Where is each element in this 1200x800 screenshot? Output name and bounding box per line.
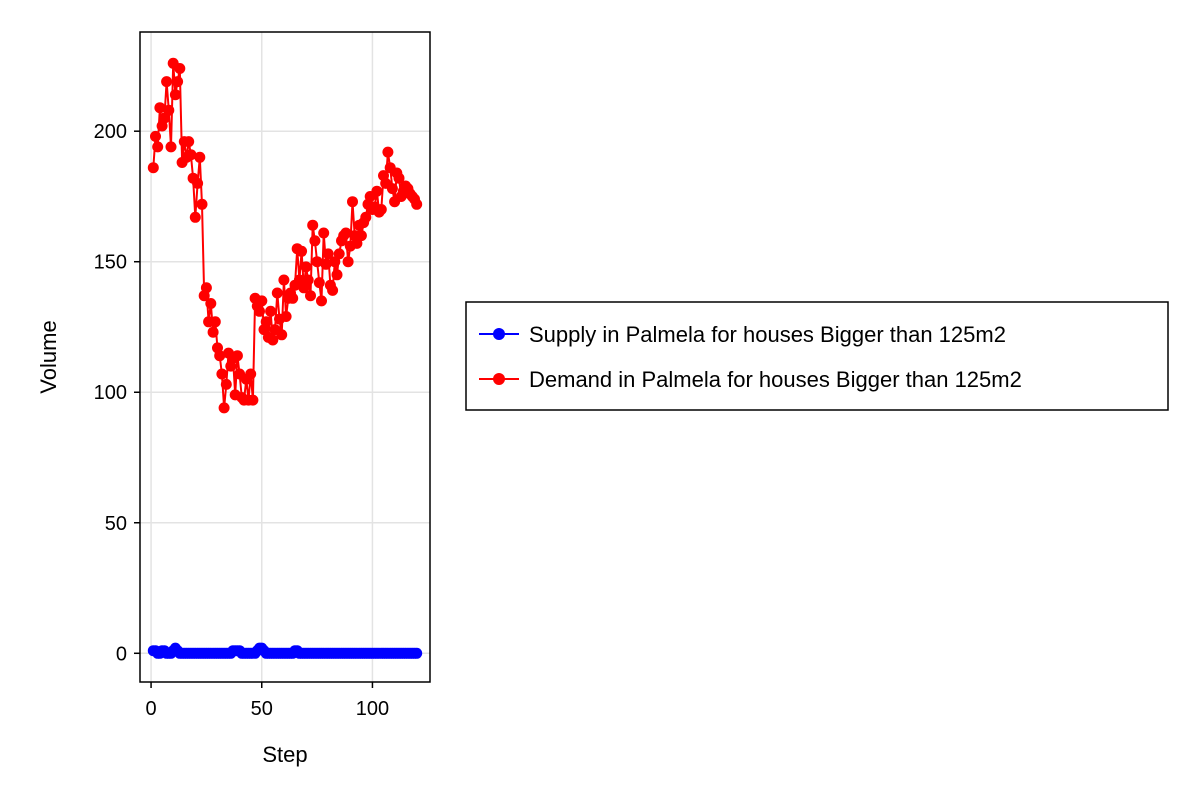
data-point-demand — [256, 295, 268, 307]
data-point-demand — [331, 269, 343, 281]
data-point-demand — [280, 311, 292, 322]
data-point-supply — [411, 647, 423, 659]
legend-entry-supply: Supply in Palmela for houses Bigger than… — [479, 322, 1006, 347]
data-point-demand — [305, 290, 316, 302]
y-tick-label: 50 — [105, 513, 127, 535]
data-point-demand — [209, 316, 221, 328]
data-point-demand — [174, 63, 186, 74]
data-point-demand — [172, 76, 184, 88]
data-point-demand — [169, 89, 181, 101]
legend-swatch-marker-supply — [493, 328, 505, 340]
data-point-demand — [278, 274, 290, 286]
data-point-demand — [287, 292, 299, 304]
data-point-demand — [194, 151, 206, 163]
series-line-demand — [152, 62, 418, 409]
data-point-demand — [183, 136, 195, 148]
data-point-demand — [382, 146, 394, 158]
data-point-demand — [276, 329, 288, 341]
data-point-demand — [296, 245, 308, 257]
data-point-demand — [327, 284, 339, 296]
data-point-demand — [196, 198, 208, 210]
data-point-demand — [192, 177, 204, 189]
data-point-demand — [340, 227, 352, 239]
data-point-demand — [342, 256, 354, 268]
data-point-demand — [311, 256, 323, 268]
legend: Supply in Palmela for houses Bigger than… — [465, 301, 1169, 411]
y-tick-label: 100 — [94, 382, 127, 404]
data-point-demand — [313, 277, 325, 289]
data-point-demand — [161, 76, 173, 88]
x-tick-label: 100 — [356, 698, 389, 720]
data-point-demand — [216, 368, 228, 380]
data-point-demand — [189, 211, 201, 223]
data-point-demand — [375, 204, 387, 215]
data-point-demand — [271, 287, 283, 299]
data-point-demand — [371, 185, 383, 197]
data-point-demand — [207, 326, 219, 338]
data-point-demand — [347, 196, 358, 208]
y-tick-label: 0 — [116, 643, 127, 665]
y-axis-title: Volume — [36, 320, 61, 393]
data-point-demand — [231, 350, 243, 362]
y-tick-label: 200 — [94, 121, 127, 143]
grid-lines — [140, 32, 430, 682]
y-tick-label: 150 — [94, 252, 127, 274]
legend-entry-demand: Demand in Palmela for houses Bigger than… — [479, 367, 1022, 392]
data-point-demand — [154, 102, 166, 114]
data-point-demand — [260, 316, 272, 328]
legend-frame — [465, 301, 1169, 411]
data-point-demand — [152, 141, 164, 153]
data-point-demand — [322, 248, 334, 260]
data-point-demand — [163, 104, 175, 116]
data-point-demand — [318, 227, 330, 239]
data-point-demand — [165, 141, 177, 153]
legend-label-supply: Supply in Palmela for houses Bigger than… — [529, 322, 1006, 347]
data-point-demand — [205, 298, 217, 309]
data-point-demand — [247, 394, 259, 406]
data-point-demand — [393, 172, 405, 184]
data-point-demand — [200, 282, 212, 294]
data-point-demand — [267, 334, 279, 346]
series-group — [147, 57, 423, 659]
data-point-demand — [316, 295, 327, 307]
data-point-demand — [265, 305, 277, 317]
x-tick-label: 0 — [146, 698, 157, 720]
data-point-demand — [411, 198, 423, 210]
data-point-demand — [307, 219, 319, 231]
data-point-demand — [150, 130, 161, 142]
data-point-demand — [300, 261, 312, 273]
data-point-demand — [185, 149, 197, 161]
data-point-demand — [386, 183, 398, 195]
data-point-demand — [218, 402, 230, 414]
x-axis-title: Step — [262, 742, 307, 767]
legend-swatch-marker-demand — [493, 373, 505, 385]
data-point-demand — [333, 248, 345, 260]
x-tick-label: 50 — [251, 698, 273, 720]
data-point-demand — [147, 162, 159, 174]
plot-frame — [139, 31, 431, 683]
data-point-demand — [302, 274, 314, 286]
data-point-demand — [320, 258, 332, 270]
data-point-demand — [245, 368, 257, 380]
axis-ticks: 0 50 100 0 50 100 150 200 — [94, 121, 390, 720]
data-point-demand — [355, 230, 367, 242]
data-point-demand — [360, 211, 372, 223]
legend-label-demand: Demand in Palmela for houses Bigger than… — [529, 367, 1022, 392]
data-point-demand — [309, 235, 321, 247]
data-point-demand — [254, 305, 265, 317]
data-point-demand — [214, 350, 226, 362]
data-point-demand — [220, 378, 232, 390]
